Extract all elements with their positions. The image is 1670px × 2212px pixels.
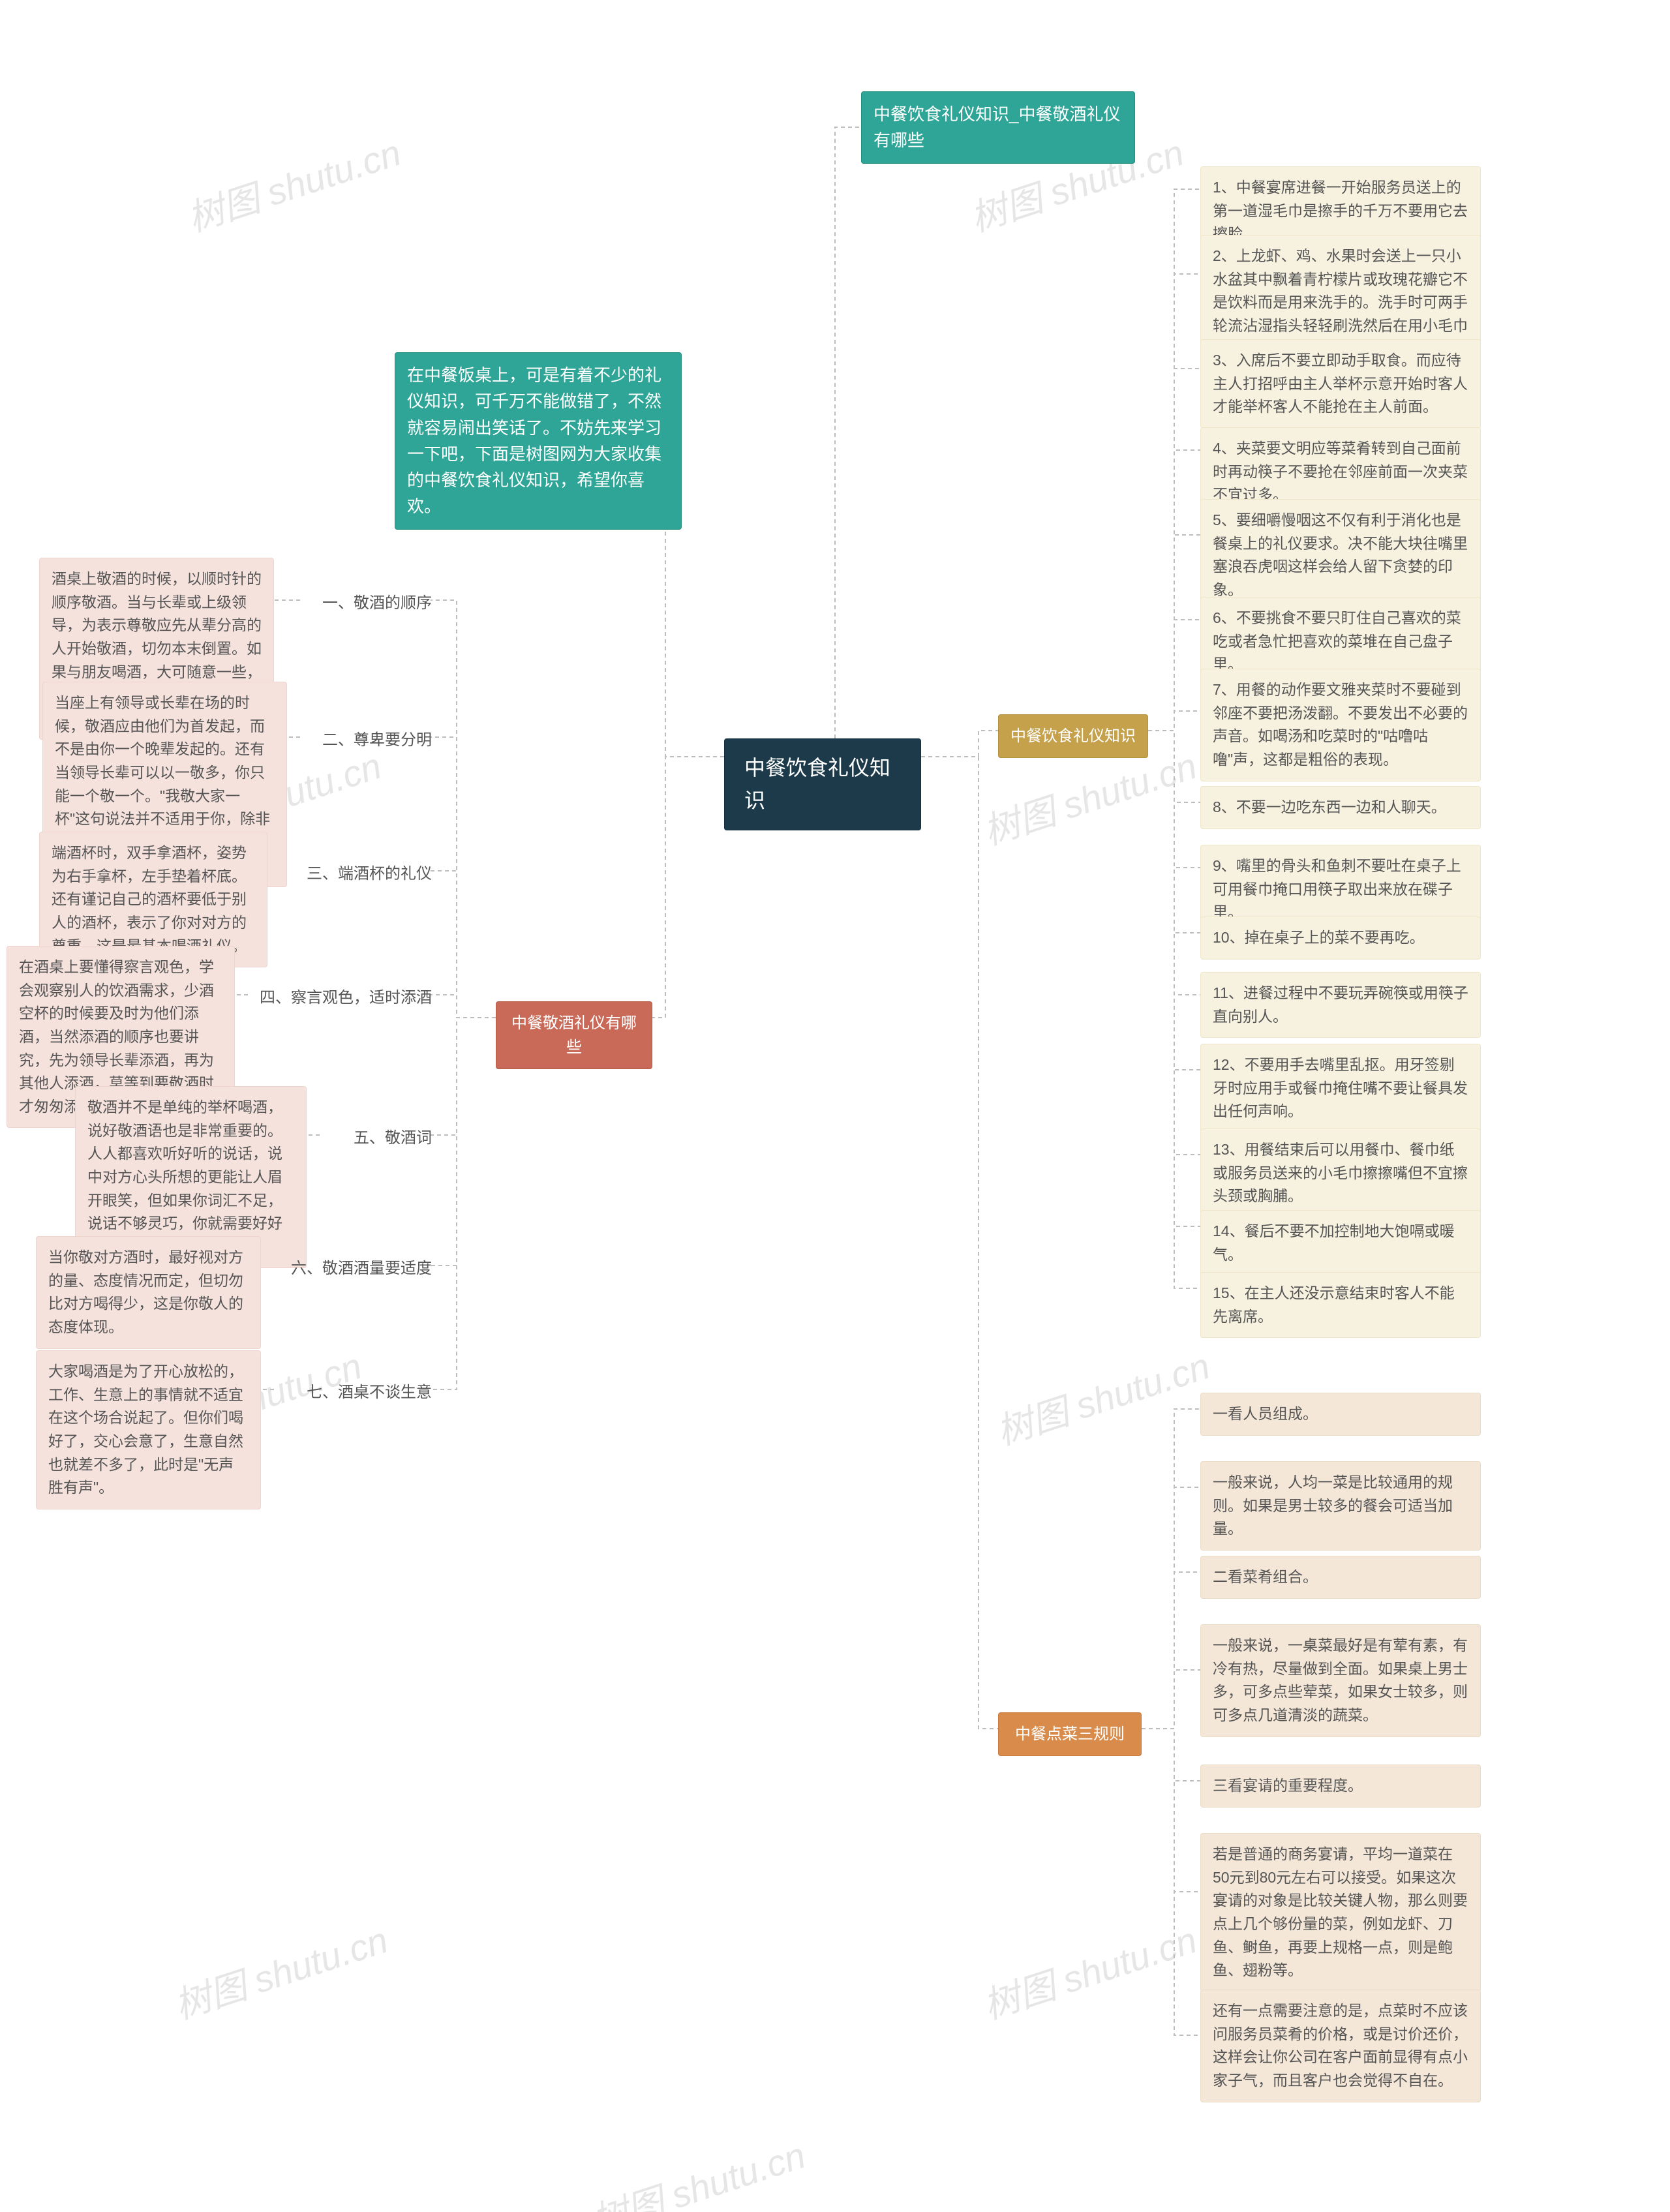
leaf-r1-14: 14、餐后不要不加控制地大饱嗝或暖气。 [1200, 1210, 1481, 1276]
sub-order[interactable]: 一、敬酒的顺序 [300, 587, 437, 619]
center-topic[interactable]: 中餐饮食礼仪知识 [724, 738, 921, 830]
leaf-r2-1: 一看人员组成。 [1200, 1393, 1481, 1436]
leaf-r2-6: 若是普通的商务宴请，平均一道菜在50元到80元左右可以接受。如果这次宴请的对象是… [1200, 1833, 1481, 1992]
mindmap-canvas: 树图 shutu.cn 树图 shutu.cn 树图 shutu.cn 树图 s… [0, 0, 1670, 2212]
sub-words[interactable]: 五、敬酒词 [320, 1122, 437, 1154]
sub-no-biz[interactable]: 七、酒桌不谈生意 [274, 1376, 437, 1408]
watermark: 树图 shutu.cn [167, 1911, 394, 2030]
leaf-r1-10: 10、掉在桌子上的菜不要再吃。 [1200, 917, 1481, 960]
leaf-r2-4: 一般来说，一桌菜最好是有荤有素，有冷有热，尽量做到全面。如果桌上男士多，可多点些… [1200, 1624, 1481, 1737]
doc-title[interactable]: 中餐饮食礼仪知识_中餐敬酒礼仪有哪些 [861, 91, 1135, 164]
leaf-amount: 当你敬对方酒时，最好视对方的量、态度情况而定，但切勿比对方喝得少，这是你敬人的态… [36, 1236, 261, 1349]
watermark: 树图 shutu.cn [180, 124, 407, 243]
leaf-r1-15: 15、在主人还没示意结束时客人不能先离席。 [1200, 1272, 1481, 1338]
leaf-r2-7: 还有一点需要注意的是，点菜时不应该问服务员菜肴的价格，或是讨价还价，这样会让你公… [1200, 1990, 1481, 2102]
sub-seniority[interactable]: 二、尊卑要分明 [300, 724, 437, 756]
branch-ordering-rules[interactable]: 中餐点菜三规则 [998, 1712, 1142, 1756]
watermark: 树图 shutu.cn [976, 1911, 1203, 2030]
leaf-r2-3: 二看菜肴组合。 [1200, 1556, 1481, 1599]
leaf-r2-2: 一般来说，人均一菜是比较通用的规则。如果是男士较多的餐会可适当加量。 [1200, 1461, 1481, 1551]
leaf-r2-5: 三看宴请的重要程度。 [1200, 1765, 1481, 1808]
leaf-r1-5: 5、要细嚼慢咽这不仅有利于消化也是餐桌上的礼仪要求。决不能大块往嘴里塞浪吞虎咽这… [1200, 499, 1481, 612]
leaf-r1-11: 11、进餐过程中不要玩弄碗筷或用筷子直向别人。 [1200, 972, 1481, 1038]
leaf-r1-3: 3、入席后不要立即动手取食。而应待主人打招呼由主人举杯示意开始时客人才能举杯客人… [1200, 339, 1481, 429]
leaf-no-biz: 大家喝酒是为了开心放松的，工作、生意上的事情就不适宜在这个场合说起了。但你们喝好… [36, 1350, 261, 1509]
sub-hold-cup[interactable]: 三、端酒杯的礼仪 [281, 858, 437, 890]
leaf-r1-7: 7、用餐的动作要文雅夹菜时不要碰到邻座不要把汤泼翻。不要发出不必要的声音。如喝汤… [1200, 669, 1481, 781]
sub-amount[interactable]: 六、敬酒酒量要适度 [274, 1252, 437, 1284]
intro-paragraph: 在中餐饭桌上，可是有着不少的礼仪知识，可千万不能做错了，不然就容易闹出笑话了。不… [395, 352, 682, 530]
branch-toasting-etiquette[interactable]: 中餐敬酒礼仪有哪些 [496, 1001, 652, 1069]
leaf-r1-12: 12、不要用手去嘴里乱抠。用牙签剔牙时应用手或餐巾掩住嘴不要让餐具发出任何声响。 [1200, 1044, 1481, 1133]
watermark: 树图 shutu.cn [584, 2127, 812, 2212]
leaf-r1-13: 13、用餐结束后可以用餐巾、餐巾纸或服务员送来的小毛巾擦擦嘴但不宜擦头颈或胸脯。 [1200, 1129, 1481, 1218]
branch-dining-etiquette[interactable]: 中餐饮食礼仪知识 [998, 714, 1148, 758]
watermark: 树图 shutu.cn [989, 1337, 1216, 1456]
sub-refill[interactable]: 四、察言观色，适时添酒 [248, 982, 437, 1014]
leaf-r1-8: 8、不要一边吃东西一边和人聊天。 [1200, 786, 1481, 829]
